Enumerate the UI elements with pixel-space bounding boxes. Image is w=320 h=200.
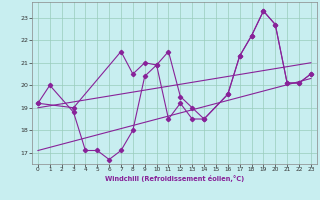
X-axis label: Windchill (Refroidissement éolien,°C): Windchill (Refroidissement éolien,°C) bbox=[105, 175, 244, 182]
